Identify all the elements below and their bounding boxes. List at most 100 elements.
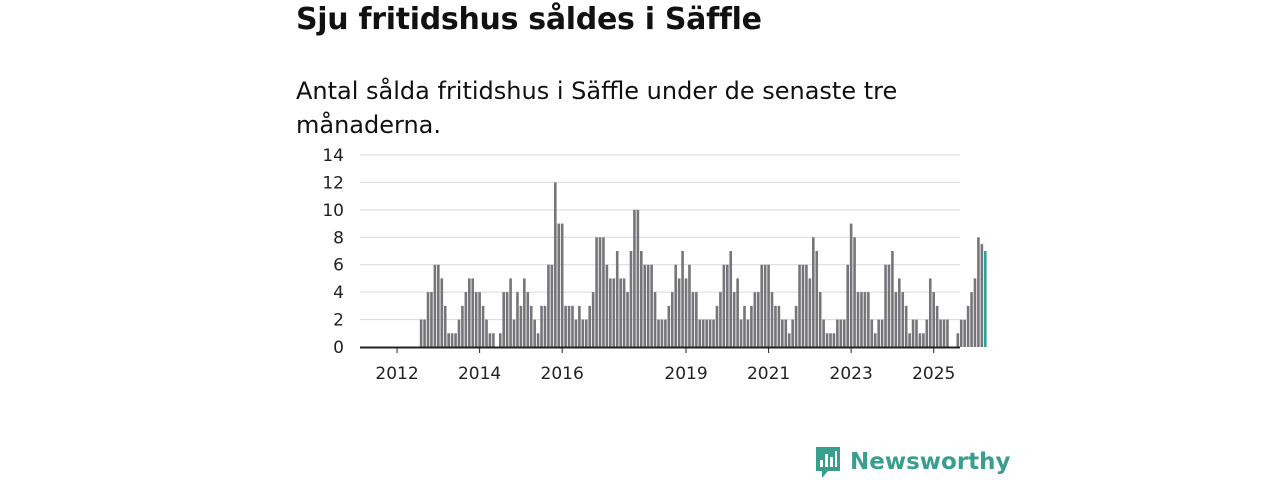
- newsworthy-logo-icon: [816, 447, 840, 478]
- bar: [443, 305, 447, 347]
- bar: [643, 264, 647, 347]
- chart-subtitle: Antal sålda fritidshus i Säffle under de…: [296, 77, 898, 139]
- bar: [485, 319, 488, 347]
- bar: [471, 278, 475, 347]
- bar: [798, 264, 801, 347]
- bar: [836, 319, 839, 347]
- bar: [523, 278, 526, 347]
- bar: [894, 292, 898, 347]
- bar: [629, 251, 633, 347]
- bar: [801, 264, 805, 347]
- bar: [867, 292, 870, 347]
- bar: [915, 319, 918, 347]
- bar: [536, 333, 540, 347]
- bar: [856, 292, 860, 347]
- y-tick-label: 2: [333, 311, 344, 331]
- bar: [753, 292, 757, 347]
- bar: [980, 244, 984, 347]
- bar: [492, 333, 495, 347]
- bar: [815, 251, 819, 347]
- bar: [973, 278, 977, 347]
- bar: [904, 305, 908, 347]
- bar: [450, 333, 454, 347]
- bar: [853, 237, 856, 347]
- brand-name: Newsworthy: [850, 449, 1011, 475]
- bar: [825, 333, 829, 347]
- bar: [942, 319, 946, 347]
- x-tick-label: 2016: [541, 364, 584, 384]
- bar: [626, 292, 629, 347]
- bar: [746, 319, 750, 347]
- y-tick-label: 8: [333, 228, 344, 248]
- y-tick-label: 14: [322, 146, 344, 166]
- bar: [781, 319, 784, 347]
- bar: [564, 305, 567, 347]
- bar: [959, 319, 963, 347]
- bar: [468, 278, 471, 347]
- x-tick-label: 2021: [747, 364, 790, 384]
- brand-logo[interactable]: Newsworthy: [814, 444, 1011, 480]
- bar: [722, 264, 726, 347]
- bar: [898, 278, 901, 347]
- bar: [770, 292, 774, 347]
- bar: [732, 292, 736, 347]
- bar: [860, 292, 863, 347]
- bar: [712, 319, 715, 347]
- bar: [619, 278, 622, 347]
- bar: [529, 305, 533, 347]
- bar: [454, 333, 457, 347]
- bar: [849, 223, 853, 347]
- bar: [554, 182, 557, 347]
- bar: [612, 278, 616, 347]
- bar: [502, 292, 505, 347]
- bar: [743, 305, 746, 347]
- bar: [922, 333, 925, 347]
- bar: [774, 305, 777, 347]
- bar: [609, 278, 612, 347]
- bar: [488, 333, 492, 347]
- bar: [605, 264, 609, 347]
- bar: [805, 264, 808, 347]
- bar: [581, 319, 585, 347]
- bar: [698, 319, 702, 347]
- bar: [719, 292, 722, 347]
- bar: [430, 292, 433, 347]
- bar: [787, 333, 791, 347]
- bar: [966, 305, 970, 347]
- bar: [602, 237, 605, 347]
- bar: [595, 237, 598, 347]
- bar: [877, 319, 880, 347]
- bar: [640, 251, 643, 347]
- bar: [695, 292, 698, 347]
- bar: [715, 305, 719, 347]
- x-tick-label: 2014: [458, 364, 501, 384]
- bar: [584, 319, 588, 347]
- bar: [588, 305, 591, 347]
- bar: [677, 278, 681, 347]
- bar: [818, 292, 822, 347]
- bar: [756, 292, 760, 347]
- bar: [667, 305, 671, 347]
- bar: [901, 292, 905, 347]
- bar: [767, 264, 770, 347]
- bar: [891, 251, 894, 347]
- bar: [437, 264, 440, 347]
- bar: [498, 333, 502, 347]
- bar: [423, 319, 426, 347]
- bar: [519, 305, 523, 347]
- bar: [839, 319, 843, 347]
- bar: [433, 264, 437, 347]
- bar: [481, 305, 485, 347]
- bar: [784, 319, 788, 347]
- bar: [739, 319, 743, 347]
- bar: [633, 209, 636, 347]
- bar: [464, 292, 468, 347]
- bar: [560, 223, 564, 347]
- bar: [808, 278, 812, 347]
- bar: [977, 237, 980, 347]
- bar: [812, 237, 815, 347]
- bar: [567, 305, 571, 347]
- bar: [440, 278, 444, 347]
- bar: [832, 333, 836, 347]
